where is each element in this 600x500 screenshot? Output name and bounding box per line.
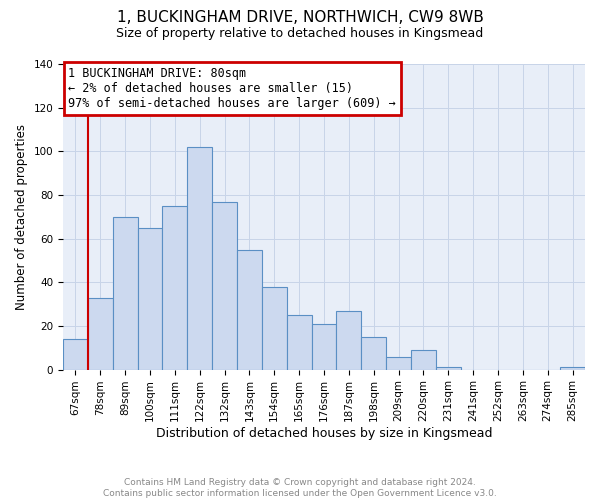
Text: Size of property relative to detached houses in Kingsmead: Size of property relative to detached ho… (116, 28, 484, 40)
Bar (262, 286, 287, 370)
Bar (560, 368, 585, 370)
Bar (386, 356, 411, 370)
X-axis label: Distribution of detached houses by size in Kingsmead: Distribution of detached houses by size … (156, 427, 492, 440)
Y-axis label: Number of detached properties: Number of detached properties (15, 124, 28, 310)
Text: 1 BUCKINGHAM DRIVE: 80sqm
← 2% of detached houses are smaller (15)
97% of semi-d: 1 BUCKINGHAM DRIVE: 80sqm ← 2% of detach… (68, 67, 396, 110)
Bar (163, 206, 187, 370)
Bar (137, 228, 163, 370)
Bar (88, 298, 113, 370)
Bar (311, 324, 337, 370)
Bar (187, 147, 212, 370)
Bar (113, 217, 137, 370)
Bar (411, 350, 436, 370)
Bar (287, 315, 311, 370)
Text: 1, BUCKINGHAM DRIVE, NORTHWICH, CW9 8WB: 1, BUCKINGHAM DRIVE, NORTHWICH, CW9 8WB (116, 10, 484, 25)
Bar (63, 339, 88, 370)
Text: Contains HM Land Registry data © Crown copyright and database right 2024.
Contai: Contains HM Land Registry data © Crown c… (103, 478, 497, 498)
Bar (337, 310, 361, 370)
Bar (361, 337, 386, 370)
Bar (237, 250, 262, 370)
Bar (212, 202, 237, 370)
Bar (436, 368, 461, 370)
